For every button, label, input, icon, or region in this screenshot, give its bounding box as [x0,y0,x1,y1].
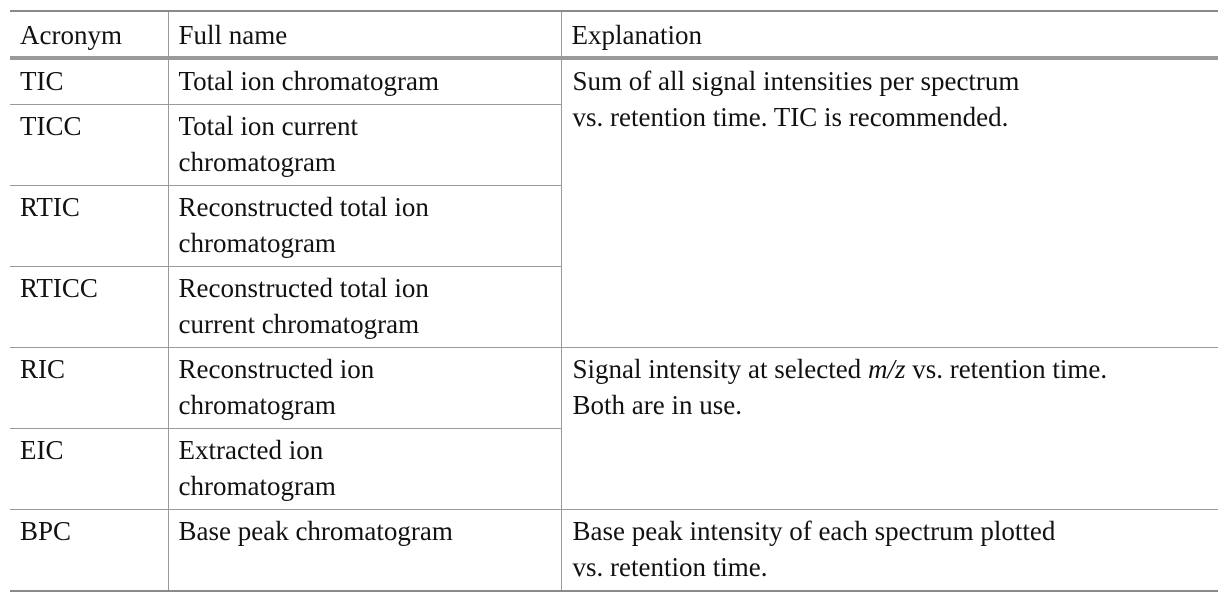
mz-symbol: m/z [867,354,906,384]
full-name-cell: Total ion chromatogram [168,58,562,105]
full-name-line: Reconstructed ion [178,354,375,384]
full-name-line: chromatogram [178,228,336,258]
table-header-row: Acronym Full name Explanation [10,11,1218,58]
explanation-line: Base peak intensity of each spectrum plo… [572,516,1056,546]
explanation-line: vs. retention time. TIC is recommended. [572,102,1009,132]
header-full-name: Full name [168,11,562,58]
acronym-cell: BPC [10,509,169,592]
acronym-cell: TICC [10,104,169,186]
full-name-cell: Total ion current chromatogram [168,104,562,186]
header-explanation: Explanation [571,20,702,50]
acronym-cell: EIC [10,428,169,510]
explanation-cell-tic-group: Sum of all signal intensities per spectr… [561,58,1218,348]
full-name-line: chromatogram [178,147,336,177]
table-row: EIC Extracted ion chromatogram [10,428,1218,510]
explanation-line: vs. retention time. [572,552,768,582]
table-row: RTICC Reconstructed total ion current ch… [10,266,1218,348]
table-row: TIC Total ion chromatogram Sum of all si… [10,58,1218,348]
full-name-line: Extracted ion [178,435,324,465]
explanation-line: Sum of all signal intensities per spectr… [572,66,1020,96]
explanation-line: Both are in use. [572,390,742,420]
full-name-line: Reconstructed total ion [178,273,429,303]
full-name-line: chromatogram [178,390,336,420]
full-name-line: current chromatogram [178,309,420,339]
acronym-cell: RTIC [10,185,169,267]
full-name-cell: Reconstructed ion chromatogram [168,347,562,429]
acronym-cell: RTICC [10,266,169,348]
explanation-cell-bpc: Base peak intensity of each spectrum plo… [561,509,1218,592]
full-name-line: Total ion current [178,111,359,141]
table-row: RIC Reconstructed ion chromatogram Signa… [10,347,1218,510]
table-row: TICC Total ion current chromatogram [10,104,1218,186]
full-name-line: Reconstructed total ion [178,192,429,222]
acronym-cell: TIC [10,58,169,105]
header-acronym: Acronym [10,11,169,58]
explanation-cell-ric-group: Signal intensity at selected m/z vs. ret… [561,347,1218,510]
acronym-table: Acronym Full name Explanation TIC Total … [10,10,1218,592]
full-name-text: Base peak chromatogram [178,516,453,546]
full-name-text: Total ion chromatogram [178,66,440,96]
full-name-cell: Extracted ion chromatogram [168,428,562,510]
full-name-cell: Base peak chromatogram [168,509,562,592]
acronym-cell: RIC [10,347,169,429]
explanation-text: vs. retention time. [905,354,1108,384]
explanation-text: Signal intensity at selected [572,354,868,384]
table-row: RTIC Reconstructed total ion chromatogra… [10,185,1218,267]
table-row: BPC Base peak chromatogram Base peak int… [10,509,1218,592]
full-name-cell: Reconstructed total ion chromatogram [168,185,562,267]
full-name-cell: Reconstructed total ion current chromato… [168,266,562,348]
full-name-line: chromatogram [178,471,336,501]
